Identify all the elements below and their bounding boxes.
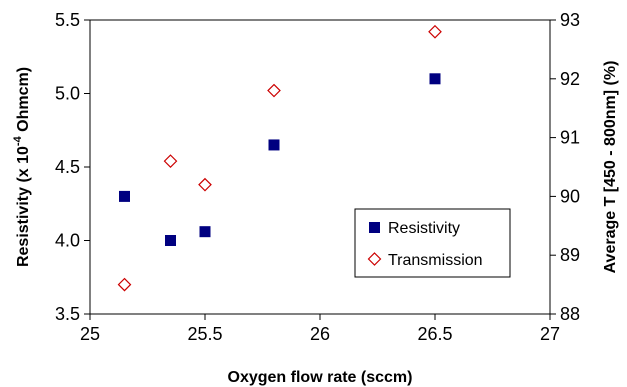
- transmission-point: [267, 83, 281, 98]
- y-right-tick-label: 93: [560, 10, 580, 30]
- y-left-tick-label: 4.0: [55, 231, 80, 251]
- resistivity-point: [199, 226, 211, 238]
- x-tick-label: 25.5: [187, 324, 222, 344]
- y-left-tick-label: 5.5: [55, 10, 80, 30]
- x-tick-label: 25: [80, 324, 100, 344]
- y-right-tick-label: 89: [560, 245, 580, 265]
- transmission-point: [117, 277, 132, 292]
- x-axis-title: Oxygen flow rate (sccm): [228, 369, 413, 386]
- transmission-point: [428, 24, 442, 39]
- resistivity-point: [119, 190, 130, 202]
- legend-label-resistivity: Resistivity: [388, 220, 460, 237]
- data-marks: [117, 24, 442, 292]
- resistivity-point: [429, 73, 441, 85]
- y-right-tick-label: 92: [560, 69, 580, 89]
- y-right-axis-title: Average T [450 - 800nm] (%): [602, 61, 619, 274]
- y-left-title-post: Ohmcm): [15, 67, 32, 136]
- y-left-axis-title: Resistivity (x 10-4 Ohmcm): [12, 67, 32, 267]
- resistivity-point: [165, 235, 176, 246]
- legend: Resistivity Transmission: [354, 208, 511, 278]
- y-left-tick-label: 3.5: [55, 304, 80, 324]
- y-left-axis-ticks: 3.5 4.0 4.5 5.0 5.5: [55, 10, 90, 324]
- x-tick-label: 26.5: [417, 324, 452, 344]
- resistivity-point: [268, 139, 280, 151]
- transmission-point: [163, 154, 178, 168]
- y-left-tick-label: 4.5: [55, 157, 80, 177]
- x-axis-ticks: 25 25.5 26 26.5 27: [80, 314, 560, 344]
- y-left-title-pre: Resistivity (x 10: [15, 146, 32, 267]
- x-tick-label: 27: [540, 324, 560, 344]
- y-right-tick-label: 91: [560, 128, 580, 148]
- y-left-tick-label: 5.0: [55, 84, 80, 104]
- legend-label-transmission: Transmission: [388, 252, 483, 269]
- legend-marker-transmission: [367, 252, 382, 266]
- y-right-tick-label: 88: [560, 304, 580, 324]
- y-left-title-sup: -4: [12, 135, 24, 146]
- legend-box: [354, 208, 511, 278]
- y-right-tick-label: 90: [560, 186, 580, 206]
- y-right-axis-ticks: 88 89 90 91 92 93: [550, 10, 580, 324]
- transmission-point: [198, 177, 212, 192]
- x-tick-label: 26: [310, 324, 330, 344]
- legend-marker-resistivity: [369, 222, 380, 233]
